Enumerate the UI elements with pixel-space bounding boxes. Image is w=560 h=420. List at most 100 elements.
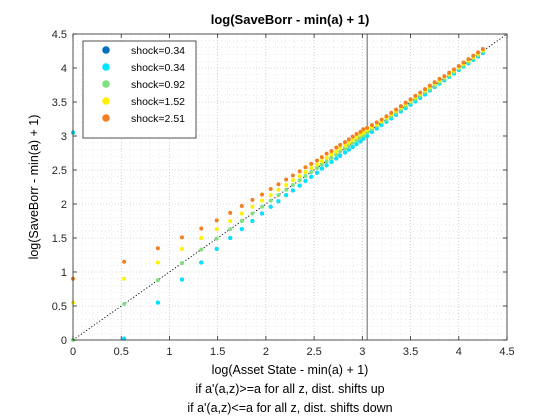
point-series-4 [240, 212, 244, 216]
point-series-5 [375, 120, 379, 124]
legend-marker [102, 97, 110, 105]
point-series-3 [276, 193, 280, 197]
point-series-4 [284, 183, 288, 187]
point-series-5 [156, 246, 160, 250]
point-series-5 [476, 50, 480, 54]
point-series-5 [457, 64, 461, 68]
point-series-2 [284, 193, 288, 197]
point-series-5 [347, 137, 351, 141]
point-series-5 [452, 67, 456, 71]
point-series-4 [228, 219, 232, 223]
point-series-2 [269, 205, 273, 209]
legend-label: shock=1.52 [131, 96, 185, 108]
note-line-1: if a'(a,z)>=a for all z, dist. shifts up [195, 382, 384, 396]
point-series-2 [315, 171, 319, 175]
point-series-4 [269, 193, 273, 197]
point-series-2 [291, 188, 295, 192]
point-series-3 [269, 199, 273, 203]
point-series-5 [338, 143, 342, 147]
point-series-5 [122, 260, 126, 264]
point-series-5 [355, 132, 359, 136]
chart-title: log(SaveBorr - min(a) + 1) [211, 12, 370, 27]
note-line-2: if a'(a,z)<=a for all z, dist. shifts do… [187, 401, 392, 415]
point-series-3 [156, 278, 160, 282]
point-series-4 [291, 178, 295, 182]
legend-marker [102, 80, 110, 88]
y-tick-label: 3 [61, 131, 67, 143]
point-series-5 [199, 226, 203, 230]
legend-label: shock=0.34 [131, 62, 185, 74]
point-series-5 [433, 80, 437, 84]
point-series-4 [315, 163, 319, 167]
legend-marker [102, 63, 110, 71]
point-series-2 [338, 154, 342, 158]
point-series-5 [404, 101, 408, 105]
point-series-5 [325, 152, 329, 156]
point-series-4 [303, 170, 307, 174]
point-series-5 [298, 169, 302, 173]
point-series-5 [447, 71, 451, 75]
point-series-5 [423, 87, 427, 91]
y-tick-label: 3.5 [52, 97, 67, 109]
x-tick-label: 4.5 [499, 346, 514, 358]
point-series-4 [338, 146, 342, 150]
point-series-5 [413, 94, 417, 98]
legend: shock=0.34shock=0.34shock=0.92shock=1.52… [83, 41, 196, 138]
point-series-2 [240, 227, 244, 231]
point-series-2 [355, 142, 359, 146]
point-series-5 [309, 162, 313, 166]
point-series-5 [334, 146, 338, 150]
point-series-2 [180, 277, 184, 281]
point-series-3 [303, 174, 307, 178]
point-series-4 [298, 174, 302, 178]
point-series-3 [298, 178, 302, 182]
point-series-3 [315, 166, 319, 170]
legend-marker [102, 46, 110, 54]
point-series-5 [471, 54, 475, 58]
legend-marker [102, 114, 110, 122]
point-series-4 [215, 227, 219, 231]
point-series-5 [180, 235, 184, 239]
point-series-3 [284, 188, 288, 192]
point-series-3 [291, 183, 295, 187]
point-series-2 [298, 184, 302, 188]
y-tick-label: 2 [61, 199, 67, 211]
point-series-4 [347, 141, 351, 145]
point-series-5 [329, 149, 333, 153]
x-tick-label: 3 [359, 346, 365, 358]
point-series-5 [399, 104, 403, 108]
x-axis-label: log(Asset State - min(a) + 1) [212, 363, 369, 377]
point-series-5 [409, 97, 413, 101]
point-series-4 [260, 199, 264, 203]
y-tick-label: 0 [61, 335, 67, 347]
point-series-5 [389, 111, 393, 115]
point-series-5 [250, 198, 254, 202]
point-series-5 [394, 107, 398, 111]
point-series-4 [180, 247, 184, 251]
point-series-2 [329, 160, 333, 164]
point-series-5 [240, 204, 244, 208]
y-tick-label: 0.5 [52, 301, 67, 313]
y-tick-label: 1.5 [52, 233, 67, 245]
point-series-4 [122, 277, 126, 281]
x-tick-label: 4 [456, 346, 462, 358]
point-series-2 [309, 175, 313, 179]
point-series-5 [351, 135, 355, 139]
point-series-5 [437, 77, 441, 81]
point-series-5 [291, 173, 295, 177]
point-series-5 [442, 74, 446, 78]
point-series-4 [199, 236, 203, 240]
point-series-2 [347, 148, 351, 152]
point-series-4 [309, 166, 313, 170]
point-series-3 [240, 219, 244, 223]
point-series-3 [228, 227, 232, 231]
point-series-2 [325, 163, 329, 167]
point-series-4 [320, 159, 324, 163]
point-series-5 [380, 118, 384, 122]
x-tick-label: 2 [263, 346, 269, 358]
point-series-2 [320, 167, 324, 171]
point-series-3 [180, 261, 184, 265]
point-series-5 [315, 158, 319, 162]
y-tick-label: 4.5 [52, 29, 67, 41]
point-series-3 [122, 302, 126, 306]
